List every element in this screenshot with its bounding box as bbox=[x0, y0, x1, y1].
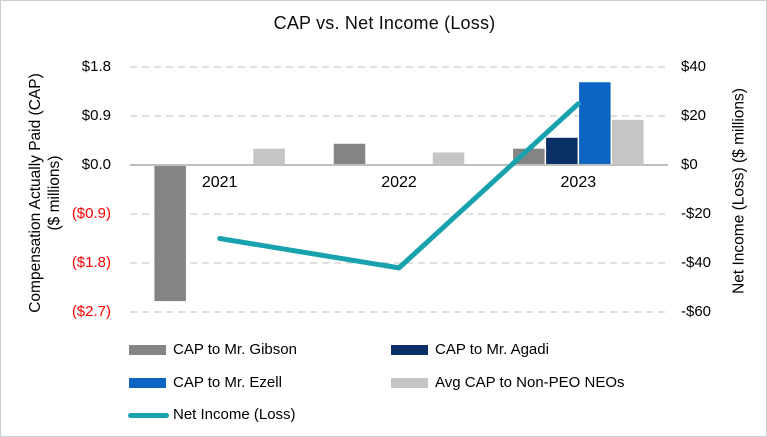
bar-avg-cap-to-non-peo-neos-2023 bbox=[612, 119, 644, 165]
legend-label: CAP to Mr. Gibson bbox=[173, 341, 297, 358]
left-axis-title-line2: ($ millions) bbox=[46, 155, 63, 231]
bar-cap-to-mr-agadi-2023 bbox=[546, 137, 578, 165]
bar-cap-to-mr-ezell-2023 bbox=[579, 82, 611, 165]
left-axis-tick-label: $0.0 bbox=[81, 156, 111, 173]
left-axis-title-line1: Compensation Actually Paid (CAP) bbox=[27, 73, 44, 313]
legend-swatch-line bbox=[128, 413, 169, 418]
right-axis-tick-label: -$40 bbox=[681, 254, 712, 271]
legend-swatch-bar bbox=[129, 345, 166, 355]
left-axis-tick-label: $1.8 bbox=[81, 58, 111, 75]
left-axis-tick-label: ($0.9) bbox=[71, 205, 111, 222]
legend-swatch-bar bbox=[129, 378, 166, 388]
right-axis-tick-label: $20 bbox=[681, 107, 707, 124]
right-axis-tick-label: $40 bbox=[681, 58, 707, 75]
left-axis-tick-label: ($2.7) bbox=[71, 303, 111, 320]
legend-label: CAP to Mr. Ezell bbox=[173, 374, 282, 391]
right-axis-tick-label: -$20 bbox=[681, 205, 712, 222]
bar-avg-cap-to-non-peo-neos-2022 bbox=[432, 152, 465, 165]
net-income-loss-line bbox=[217, 101, 581, 271]
left-axis-title: Compensation Actually Paid (CAP) ($ mill… bbox=[26, 73, 64, 313]
right-axis-tick-label: -$60 bbox=[681, 303, 712, 320]
right-axis-title: Net Income (Loss) ($ millions) bbox=[730, 88, 748, 294]
bar-cap-to-mr-gibson-2021 bbox=[154, 165, 186, 302]
left-axis-tick-label: ($1.8) bbox=[71, 254, 111, 271]
right-axis-tick-label: $0 bbox=[681, 156, 698, 173]
chart-title: CAP vs. Net Income (Loss) bbox=[273, 13, 496, 33]
legend-label: Net Income (Loss) bbox=[173, 406, 296, 423]
category-label-2022: 2022 bbox=[381, 174, 417, 191]
legend-label: Avg CAP to Non-PEO NEOs bbox=[435, 374, 625, 391]
bar-cap-to-mr-gibson-2023 bbox=[513, 148, 545, 165]
left-axis-tick-label: $0.9 bbox=[81, 107, 111, 124]
legend-swatch-bar bbox=[391, 378, 428, 388]
category-label-2023: 2023 bbox=[560, 174, 597, 191]
legend-label: CAP to Mr. Agadi bbox=[435, 341, 549, 358]
bar-cap-to-mr-gibson-2022 bbox=[333, 143, 366, 165]
category-label-2021: 2021 bbox=[201, 174, 238, 191]
legend-swatch-bar bbox=[391, 345, 428, 355]
bar-avg-cap-to-non-peo-neos-2021 bbox=[253, 148, 285, 165]
